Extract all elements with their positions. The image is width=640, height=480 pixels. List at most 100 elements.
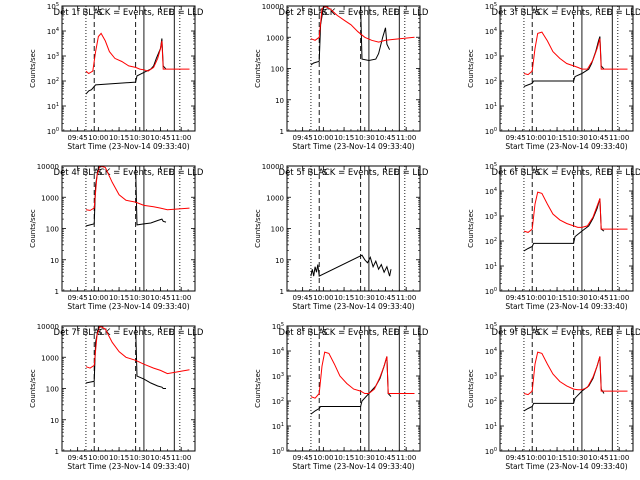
y-tick-label: 101: [485, 422, 497, 431]
plot-frame: [286, 325, 421, 452]
x-axis-label: Start Time (23-Nov-14 09:33:40): [292, 142, 414, 151]
plot-frame: [61, 5, 196, 132]
x-tick-label: 10:15: [547, 134, 567, 142]
y-tick-label: 1: [55, 288, 59, 296]
event-markers: [310, 6, 406, 131]
plot-frame: [61, 325, 196, 452]
series-events-line: [310, 6, 391, 66]
y-tick-label: 102: [485, 397, 497, 406]
series-events-line: [310, 254, 392, 277]
series-events-line: [85, 326, 166, 389]
y-tick-label: 10: [50, 417, 59, 425]
y-tick-label: 105: [272, 322, 284, 331]
series-events-line: [523, 36, 605, 87]
y-tick-label: 100: [47, 127, 59, 136]
y-tick-label: 10000: [37, 323, 59, 331]
series-lld-line: [310, 351, 415, 399]
marker-letter-e: E: [394, 328, 399, 337]
x-tick-label: 11:00: [396, 294, 416, 302]
event-markers: [85, 166, 181, 291]
x-tick-label: 10:45: [150, 134, 170, 142]
y-tick-label: 100: [485, 127, 497, 136]
y-tick-label: 1000: [41, 194, 59, 202]
x-tick-label: 11:00: [609, 294, 629, 302]
y-tick-label: 102: [47, 77, 59, 86]
y-tick-label: 10000: [262, 3, 284, 11]
y-tick-label: 10000: [262, 163, 284, 171]
x-tick-label: 10:00: [313, 134, 333, 142]
x-tick-label: 10:15: [109, 134, 129, 142]
x-tick-label: 10:45: [150, 454, 170, 462]
x-tick-label: 09:45: [68, 134, 88, 142]
x-tick-label: 10:30: [568, 294, 588, 302]
x-tick-label: 10:00: [88, 134, 108, 142]
y-tick-label: 100: [46, 226, 59, 234]
y-tick-label: 100: [46, 386, 59, 394]
x-tick-label: 10:30: [355, 454, 375, 462]
x-tick-label: 10:15: [109, 454, 129, 462]
x-tick-label: 09:45: [506, 454, 526, 462]
y-tick-label: 100: [272, 447, 284, 456]
event-markers: [310, 166, 406, 291]
y-tick-label: 101: [47, 102, 59, 111]
series-lld-line: [85, 32, 190, 75]
marker-letter-e: E: [394, 8, 399, 17]
y-tick-label: 105: [485, 2, 497, 11]
x-axis-label: Start Time (23-Nov-14 09:33:40): [67, 302, 189, 311]
x-tick-label: 10:15: [334, 294, 354, 302]
series-lld-line: [523, 351, 628, 396]
y-tick-label: 103: [272, 372, 284, 381]
y-axis-label: Counts/sec: [29, 369, 37, 408]
x-tick-label: 10:00: [526, 454, 546, 462]
x-tick-label: 10:30: [355, 294, 375, 302]
y-tick-label: 10: [275, 257, 284, 265]
x-tick-label: 10:15: [547, 454, 567, 462]
x-tick-label: 09:45: [293, 134, 313, 142]
x-tick-label: 10:45: [375, 134, 395, 142]
panel-title: Det 2f BLACK = Events, RED = LLD: [279, 8, 429, 18]
y-tick-label: 102: [485, 77, 497, 86]
x-tick-label: 10:00: [88, 454, 108, 462]
panel-title: Det 9f BLACK = Events, RED = LLD: [492, 328, 640, 338]
panel-title: Det 6f BLACK = Events, RED = LLD: [492, 168, 640, 178]
x-tick-label: 10:15: [547, 294, 567, 302]
y-tick-label: 103: [47, 52, 59, 61]
x-tick-label: 10:00: [313, 454, 333, 462]
event-markers: [523, 326, 619, 451]
x-axis-label: Start Time (23-Nov-14 09:33:40): [505, 462, 627, 471]
x-tick-label: 10:30: [130, 454, 150, 462]
marker-letter-e: E: [607, 328, 612, 337]
event-markers: [310, 326, 406, 451]
series-events-line: [85, 166, 167, 227]
y-tick-label: 1000: [41, 354, 59, 362]
series-lld-line: [85, 166, 190, 211]
event-markers: [85, 6, 181, 131]
marker-letter-e: E: [607, 168, 612, 177]
y-tick-label: 104: [485, 27, 497, 36]
plot-frame: [286, 5, 421, 132]
x-tick-label: 10:30: [568, 454, 588, 462]
x-tick-label: 09:45: [506, 134, 526, 142]
panel-title: Det 3f BLACK = Events, RED = LLD: [492, 8, 640, 18]
y-tick-label: 1: [55, 448, 59, 456]
y-tick-label: 1: [280, 288, 284, 296]
x-tick-label: 11:00: [171, 134, 191, 142]
series-lld-line: [85, 326, 190, 375]
plot-frame: [499, 165, 634, 292]
y-axis-label: Counts/sec: [29, 49, 37, 88]
y-tick-label: 100: [485, 447, 497, 456]
series-events-line: [523, 198, 605, 252]
marker-letter-s: S: [322, 328, 327, 337]
x-tick-label: 10:15: [109, 294, 129, 302]
x-tick-label: 09:45: [68, 294, 88, 302]
x-axis-label: Start Time (23-Nov-14 09:33:40): [292, 302, 414, 311]
panel-title: Det 1f BLACK = Events, RED = LLD: [54, 8, 204, 18]
marker-letter-s: S: [535, 8, 540, 17]
marker-letter-s: S: [535, 328, 540, 337]
